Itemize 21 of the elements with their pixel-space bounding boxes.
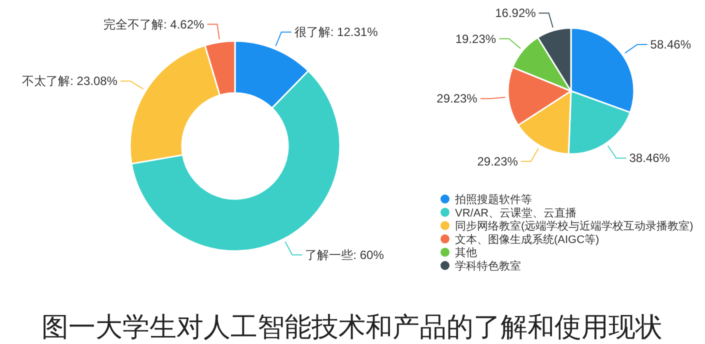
slice-label: 了解一些	[305, 248, 354, 262]
slice-label: 很了解	[294, 25, 330, 40]
slice-label: 完全不了解	[104, 17, 164, 32]
legend-label: 学科特色教室	[455, 260, 521, 272]
data-label: 29.23%	[477, 154, 518, 168]
data-label: : 60%	[353, 248, 384, 262]
data-label: 19.23%	[455, 32, 496, 46]
legend-label: 其他	[455, 246, 477, 260]
legend-label: 同步网络教室(远端学校与近端学校互动录播教室)	[455, 220, 694, 233]
text: 图一大学生对人工智能技术和产品的了解和使用现状	[42, 312, 662, 342]
data-label: : 12.31%	[330, 25, 378, 40]
legend-label: 拍照搜题软件等	[454, 193, 532, 206]
slice-label: 不太了解	[22, 74, 70, 88]
data-label: : 23.08%	[70, 74, 118, 88]
legend-label: 文本、图像生成系统(AIGC等)	[455, 232, 600, 246]
data-label: 29.23%	[436, 92, 478, 106]
data-label: 38.46%	[629, 151, 670, 166]
legend-label: VR/AR、云课堂、云直播	[455, 206, 577, 220]
data-label: 58.46%	[650, 37, 692, 52]
data-label: 16.92%	[495, 6, 536, 20]
data-label: : 4.62%	[164, 17, 205, 32]
